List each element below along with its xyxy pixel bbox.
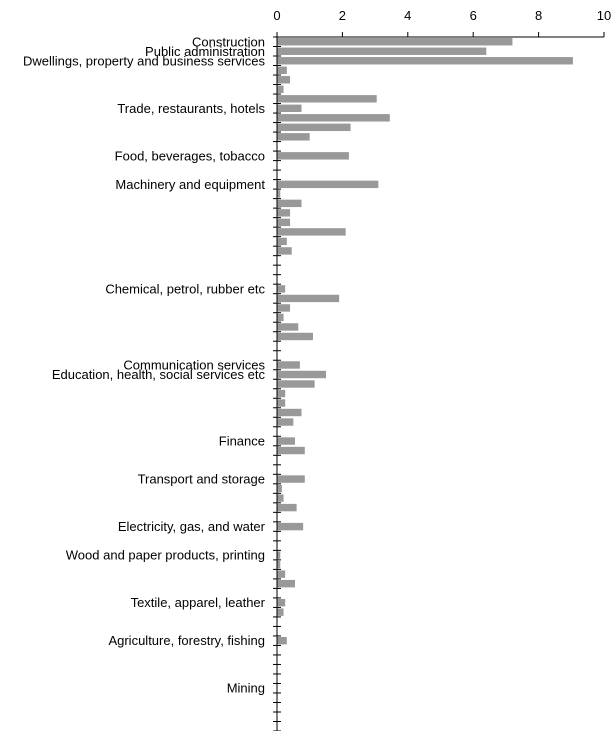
category-label: Education, health, social services etc (52, 367, 266, 382)
bar (277, 418, 294, 426)
bar (277, 294, 340, 303)
bar (277, 408, 302, 417)
bar (277, 636, 287, 645)
category-label: Mining (227, 681, 265, 696)
category-label: Transport and storage (138, 472, 265, 487)
bar (277, 247, 292, 255)
bar (277, 199, 302, 208)
bar (277, 570, 286, 578)
bar (277, 380, 315, 388)
x-tick-label: 6 (470, 8, 477, 23)
bar (277, 598, 286, 607)
bar (277, 85, 284, 93)
bar (277, 503, 297, 512)
bar (277, 218, 291, 227)
bar (277, 551, 281, 559)
category-label: Chemical, petrol, rubber etc (105, 281, 265, 296)
category-label: Food, beverages, tobacco (115, 148, 265, 163)
bar (277, 104, 302, 113)
bar (277, 304, 291, 312)
bar (277, 285, 286, 293)
bar (277, 323, 299, 331)
category-label: Machinery and equipment (115, 177, 265, 192)
bar (277, 237, 287, 246)
category-label: Communication services (123, 357, 265, 372)
category-label: Finance (219, 434, 265, 449)
bar (277, 437, 295, 445)
bar (277, 475, 305, 483)
bar (277, 76, 291, 84)
bar (277, 95, 377, 103)
bar (277, 228, 346, 236)
category-label: Dwellings, property and business service… (23, 53, 266, 68)
bar (277, 209, 291, 217)
category-label: Construction (192, 34, 265, 49)
x-axis-ticks: 0 2 4 6 8 10 (273, 8, 611, 37)
bar (277, 389, 286, 398)
bar (277, 38, 513, 46)
bar (277, 484, 282, 493)
bar (277, 66, 287, 74)
category-label: Electricity, gas, and water (118, 519, 266, 534)
bars (277, 38, 573, 645)
bar (277, 123, 351, 132)
bar (277, 494, 284, 502)
bar (277, 399, 286, 407)
bar (277, 152, 349, 160)
bar (277, 313, 284, 322)
bar (277, 560, 281, 569)
x-tick-label: 8 (535, 8, 542, 23)
category-label: Public administration (145, 44, 265, 59)
category-label: Trade, restaurants, hotels (117, 101, 265, 116)
category-label: Agriculture, forestry, fishing (108, 633, 265, 648)
bar (277, 190, 281, 198)
bar (277, 114, 390, 122)
bar (277, 332, 313, 341)
bar (277, 370, 327, 379)
bar (277, 522, 304, 531)
bar (277, 608, 284, 616)
bar (277, 446, 305, 455)
bar (277, 133, 310, 141)
category-label: Textile, apparel, leather (131, 595, 266, 610)
x-tick-label: 0 (273, 8, 280, 23)
bar (277, 57, 573, 65)
bar (277, 361, 300, 369)
bar (277, 180, 379, 189)
x-tick-label: 4 (404, 8, 411, 23)
x-tick-label: 10 (597, 8, 611, 23)
bar (277, 579, 295, 588)
category-label: Wood and paper products, printing (66, 548, 265, 563)
x-tick-label: 2 (339, 8, 346, 23)
bar (277, 47, 487, 55)
